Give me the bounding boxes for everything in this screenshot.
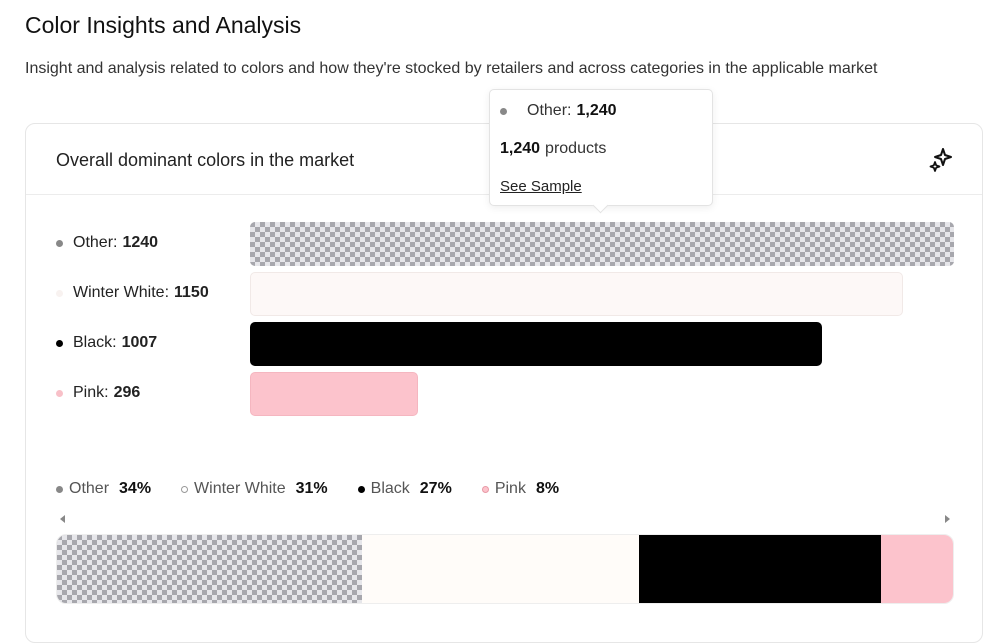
bar-category-winter-white: Winter White:	[73, 284, 170, 301]
bar-label-pink: Pink: 296	[56, 384, 140, 402]
bar-winter-white[interactable]	[250, 272, 903, 316]
bar-category-black: Black:	[73, 334, 117, 351]
tooltip-series-label: Other:	[527, 102, 572, 119]
bar-label-black: Black: 1007	[56, 334, 157, 352]
bar-category-pink: Pink:	[73, 384, 109, 401]
scroll-left-arrow-icon[interactable]	[60, 515, 65, 523]
stack-segment-black[interactable]	[639, 535, 882, 603]
bar-row-winter-white: Winter White: 1150	[26, 272, 984, 316]
tooltip-count-row: 1,240 products	[500, 140, 606, 158]
stack-segment-other[interactable]	[57, 535, 362, 603]
bar-dot-other-icon	[56, 239, 63, 247]
legend-label-black: Black	[370, 480, 410, 497]
legend-percent-other: 34%	[119, 480, 152, 497]
legend-item-winter-white[interactable]: Winter White 31%	[181, 480, 328, 498]
legend-item-other[interactable]: Other 34%	[56, 480, 151, 498]
bar-value-black: 1007	[121, 334, 158, 351]
bar-value-winter-white: 1150	[174, 284, 209, 301]
card-title: Overall dominant colors in the market	[56, 150, 355, 170]
page-subtitle: Insight and analysis related to colors a…	[25, 60, 878, 77]
bar-row-black: Black: 1007	[26, 322, 984, 366]
bar-value-pink: 296	[113, 384, 141, 401]
tooltip-series-dot-icon	[500, 107, 507, 115]
legend-label-other: Other	[69, 480, 110, 497]
legend-percent-pink: 8%	[535, 480, 560, 497]
stack-segment-pink[interactable]	[881, 535, 953, 603]
stacked-percentage-bar	[56, 534, 954, 604]
legend-dot-winter-white-icon	[181, 485, 189, 493]
bar-tooltip: Other: 1,240 1,240 products See Sample	[489, 89, 713, 206]
tooltip-count-value: 1,240	[500, 140, 541, 157]
bar-black[interactable]	[250, 322, 822, 366]
stack-segment-winter-white[interactable]	[361, 535, 640, 603]
tooltip-count-unit: products	[545, 140, 607, 157]
scroll-right-arrow-icon[interactable]	[945, 515, 950, 523]
bar-row-other: Other: 1240	[26, 222, 984, 266]
bar-pink[interactable]	[250, 372, 418, 416]
tooltip-series-value: 1,240	[576, 102, 617, 119]
percentage-legend: Other 34% Winter White 31% Black 27% Pink 8%	[56, 480, 589, 498]
bar-other[interactable]	[250, 222, 954, 266]
horizontal-scrollbar[interactable]	[56, 514, 954, 526]
legend-label-winter-white: Winter White	[194, 480, 286, 497]
sparkle-icon[interactable]	[928, 146, 956, 174]
bar-category-other: Other:	[73, 234, 118, 251]
legend-item-black[interactable]: Black 27%	[357, 480, 452, 498]
bar-row-pink: Pink: 296	[26, 372, 984, 416]
bar-label-other: Other: 1240	[56, 234, 158, 252]
see-sample-link[interactable]: See Sample	[500, 178, 582, 195]
bar-value-other: 1240	[122, 234, 159, 251]
dominant-colors-card: Overall dominant colors in the market Ot…	[25, 123, 983, 643]
page-title: Color Insights and Analysis	[25, 12, 302, 38]
bar-dot-winter-white-icon	[56, 289, 63, 297]
bar-dot-pink-icon	[56, 389, 63, 397]
bar-dot-black-icon	[56, 339, 63, 347]
legend-dot-pink-icon	[481, 485, 489, 493]
legend-dot-other-icon	[56, 485, 63, 493]
legend-percent-winter-white: 31%	[295, 480, 328, 497]
legend-dot-black-icon	[357, 485, 365, 493]
legend-percent-black: 27%	[419, 480, 452, 497]
tooltip-series-row: Other: 1,240	[500, 102, 617, 120]
legend-item-pink[interactable]: Pink 8%	[481, 480, 560, 498]
bar-label-winter-white: Winter White: 1150	[56, 284, 209, 302]
legend-label-pink: Pink	[494, 480, 526, 497]
